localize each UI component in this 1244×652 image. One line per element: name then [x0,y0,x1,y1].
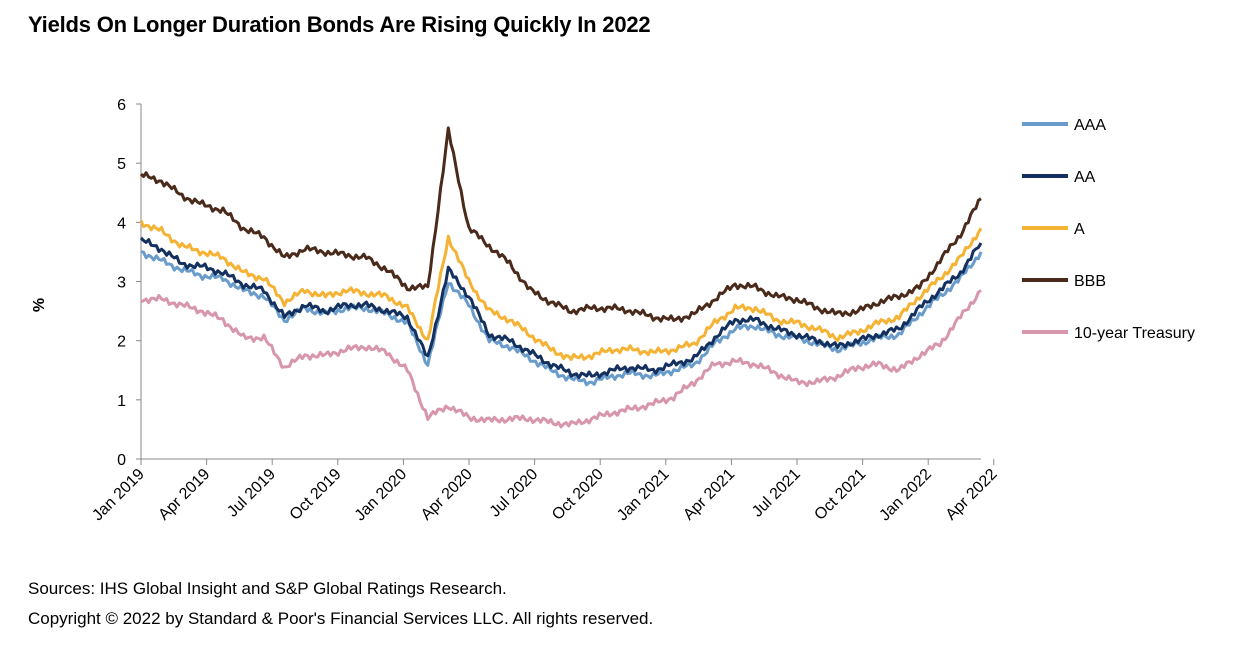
series-layer [139,126,983,429]
x-tick-label: Oct 2020 [549,466,607,524]
x-tick-label: Apr 2019 [155,466,213,524]
x-tick-label: Jan 2021 [614,466,673,525]
legend-label: BBB [1074,273,1106,290]
y-tick-label: 0 [117,452,126,469]
legend-label: 10-year Treasury [1074,325,1195,342]
x-tick-label: Jul 2020 [487,466,542,521]
x-tick-label: Jan 2019 [89,466,148,525]
y-axis: 0 1 2 3 4 5 6 [117,97,142,469]
legend-label: AAA [1074,117,1106,134]
legend-label: A [1074,221,1085,238]
x-tick-label: Oct 2019 [287,466,345,524]
sources-note: Sources: IHS Global Insight and S&P Glob… [28,579,507,598]
x-tick-label: Jan 2022 [876,466,935,525]
series-line-aaa [140,250,983,387]
series-line-10-year-treasury [140,289,982,429]
chart-title: Yields On Longer Duration Bonds Are Risi… [28,12,651,37]
y-tick-label: 3 [117,275,126,292]
legend-label: AA [1074,169,1096,186]
x-tick-label: Jul 2019 [224,466,279,521]
x-tick-label: Oct 2021 [811,466,869,524]
copyright-note: Copyright © 2022 by Standard & Poor's Fi… [28,609,654,628]
series-line-aa [139,236,983,380]
y-tick-label: 6 [117,97,126,114]
x-axis: Jan 2019 Apr 2019 Jul 2019 Oct 2019 Jan 2020… [89,458,1001,525]
series-line-a [139,220,983,361]
y-tick-label: 2 [117,334,126,351]
y-tick-label: 4 [117,215,126,232]
x-tick-label: Apr 2020 [418,466,476,524]
y-axis-label: % [31,298,48,312]
x-tick-label: Apr 2021 [680,466,738,524]
series-line-bbb [139,126,982,323]
y-tick-label: 1 [117,393,126,410]
y-tick-label: 5 [117,156,126,173]
x-tick-label: Jan 2020 [352,466,411,525]
x-tick-label: Apr 2022 [943,466,1001,524]
x-tick-label: Jul 2021 [749,466,804,521]
